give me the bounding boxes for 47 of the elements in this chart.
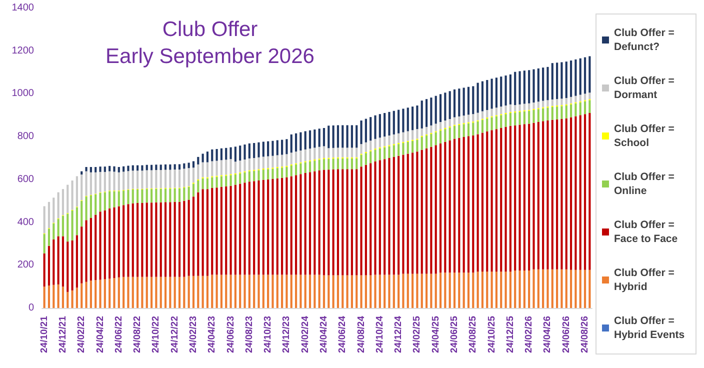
y-tick-label: 600 (17, 174, 34, 185)
x-tick-label: 24/04/23 (206, 316, 218, 353)
x-tick-label: 24/04/24 (318, 315, 330, 353)
x-tick-label: 24/04/25 (430, 315, 442, 353)
x-tick-label: 24/06/23 (225, 316, 236, 353)
legend-label: Club Offer = Online (614, 171, 678, 197)
legend-label: Club Offer = School (614, 123, 678, 149)
x-tick-label: 24/02/23 (188, 316, 199, 353)
x-tick-label: 24/10/24 (374, 315, 386, 353)
x-tick-label: 24/08/25 (468, 315, 479, 353)
x-tick-label: 24/12/21 (57, 315, 68, 353)
x-tick-label: 24/02/24 (300, 315, 311, 353)
legend-label: Club Offer = Hybrid Events (614, 315, 685, 341)
legend-label: Club Offer = Defunct? (614, 27, 678, 53)
x-tick-label: 24/10/22 (150, 316, 162, 353)
x-tick-label: 24/08/24 (356, 315, 367, 353)
x-tick-label: 24/12/23 (281, 316, 292, 353)
x-tick-label: 24/02/25 (412, 315, 423, 353)
x-tick-label: 24/12/25 (504, 315, 516, 353)
legend-label: Club Offer = Dormant (614, 75, 678, 101)
x-tick-label: 24/12/24 (393, 315, 404, 353)
y-tick-label: 1400 (12, 2, 34, 14)
legend-label: Club Offer = Hybrid (614, 267, 678, 293)
y-tick-label: 1000 (12, 88, 34, 100)
x-tick-label: 24/08/22 (132, 316, 144, 353)
y-tick-label: 400 (17, 216, 34, 228)
x-tick-label: 24/10/21 (38, 315, 50, 353)
x-tick-label: 24/10/23 (262, 316, 274, 353)
x-tick-label: 24/08/26 (580, 316, 591, 353)
x-tick-label: 24/02/22 (76, 316, 88, 353)
legend-label: Club Offer = Face to Face (614, 219, 678, 245)
x-tick-label: 24/08/23 (244, 316, 255, 353)
x-tick-label: 24/04/26 (542, 316, 554, 353)
text: Club Offer (162, 18, 258, 41)
x-tick-label: 24/10/25 (486, 315, 498, 353)
y-tick-label: 1200 (12, 45, 34, 56)
x-tick-label: 24/06/26 (560, 316, 572, 353)
x-tick-label: 24/06/25 (449, 315, 460, 353)
y-tick-label: 0 (28, 302, 34, 314)
y-tick-label: 200 (17, 260, 34, 271)
text: Early September 2026 (106, 45, 314, 68)
x-tick-label: 24/02/26 (524, 316, 535, 353)
x-tick-label: 24/04/22 (94, 316, 106, 353)
x-tick-label: 24/12/22 (169, 316, 180, 353)
y-tick-label: 800 (17, 131, 34, 142)
x-tick-label: 24/06/24 (337, 315, 348, 353)
x-tick-label: 24/06/22 (113, 316, 124, 353)
